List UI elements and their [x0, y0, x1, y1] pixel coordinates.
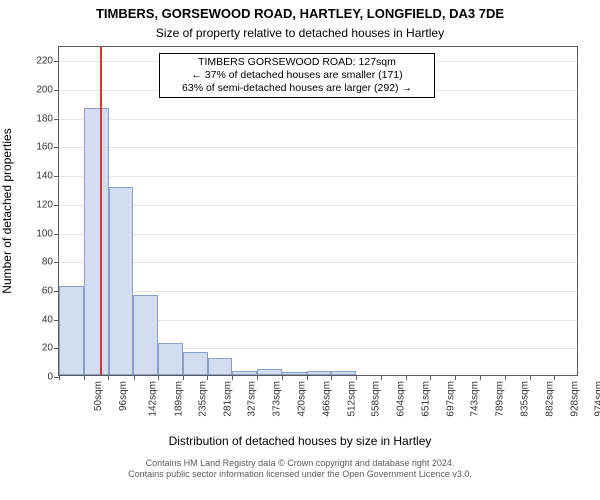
grid-line: [59, 234, 577, 235]
grid-line: [59, 291, 577, 292]
ytick-label: 200: [36, 85, 59, 96]
histogram-bar: [331, 371, 356, 375]
xtick-mark: [430, 375, 431, 380]
ytick-label: 140: [36, 171, 59, 182]
histogram-bar: [158, 343, 183, 375]
xtick-mark: [505, 375, 506, 380]
xtick-mark: [59, 375, 60, 380]
grid-line: [59, 205, 577, 206]
ytick-label: 80: [42, 257, 59, 268]
ytick-label: 60: [42, 285, 59, 296]
annotation-box: TIMBERS GORSEWOOD ROAD: 127sqm← 37% of d…: [159, 53, 435, 98]
xtick-mark: [381, 375, 382, 380]
xtick-mark: [554, 375, 555, 380]
histogram-bar: [84, 108, 109, 375]
xtick-label: 466sqm: [322, 381, 333, 417]
xtick-mark: [134, 375, 135, 380]
xtick-mark: [480, 375, 481, 380]
xtick-mark: [183, 375, 184, 380]
histogram-bar: [307, 371, 332, 375]
xtick-mark: [232, 375, 233, 380]
xtick-label: 697sqm: [445, 381, 456, 417]
annotation-line: 63% of semi-detached houses are larger (…: [164, 82, 430, 95]
xtick-mark: [530, 375, 531, 380]
ytick-label: 220: [36, 56, 59, 67]
xtick-mark: [158, 375, 159, 380]
histogram-bar: [109, 187, 134, 375]
xtick-label: 789sqm: [495, 381, 506, 417]
histogram-bar: [183, 352, 208, 375]
grid-line: [59, 176, 577, 177]
histogram-bar: [232, 371, 257, 375]
xtick-label: 558sqm: [371, 381, 382, 417]
xtick-mark: [207, 375, 208, 380]
xtick-label: 281sqm: [222, 381, 233, 417]
histogram-bar: [59, 286, 84, 375]
annotation-line: ← 37% of detached houses are smaller (17…: [164, 69, 430, 82]
xtick-mark: [455, 375, 456, 380]
xtick-mark: [356, 375, 357, 380]
xtick-label: 743sqm: [470, 381, 481, 417]
x-axis-label: Distribution of detached houses by size …: [0, 434, 600, 448]
xtick-label: 835sqm: [519, 381, 530, 417]
ytick-label: 20: [42, 343, 59, 354]
ytick-label: 180: [36, 113, 59, 124]
histogram-bar: [257, 369, 282, 375]
footer-line-1: Contains HM Land Registry data © Crown c…: [0, 458, 600, 469]
xtick-label: 651sqm: [421, 381, 432, 417]
plot-area: 02040608010012014016018020022050sqm96sqm…: [58, 46, 578, 376]
xtick-label: 235sqm: [198, 381, 209, 417]
chart-subtitle: Size of property relative to detached ho…: [0, 26, 600, 40]
xtick-label: 142sqm: [148, 381, 159, 417]
xtick-label: 604sqm: [396, 381, 407, 417]
y-axis-label: Number of detached properties: [0, 128, 14, 293]
xtick-mark: [108, 375, 109, 380]
grid-line: [59, 147, 577, 148]
xtick-label: 50sqm: [93, 381, 104, 411]
xtick-mark: [257, 375, 258, 380]
grid-line: [59, 119, 577, 120]
ytick-label: 100: [36, 228, 59, 239]
xtick-label: 373sqm: [272, 381, 283, 417]
xtick-mark: [406, 375, 407, 380]
xtick-mark: [331, 375, 332, 380]
ytick-label: 0: [47, 372, 59, 383]
grid-line: [59, 262, 577, 263]
property-size-chart: TIMBERS, GORSEWOOD ROAD, HARTLEY, LONGFI…: [0, 0, 600, 500]
xtick-label: 420sqm: [297, 381, 308, 417]
ytick-label: 160: [36, 142, 59, 153]
xtick-label: 327sqm: [247, 381, 258, 417]
footer-line-2: Contains public sector information licen…: [0, 469, 600, 480]
chart-footer: Contains HM Land Registry data © Crown c…: [0, 458, 600, 481]
ytick-label: 40: [42, 314, 59, 325]
histogram-bar: [208, 358, 233, 375]
subject-marker-line: [100, 47, 102, 375]
xtick-mark: [307, 375, 308, 380]
xtick-label: 928sqm: [569, 381, 580, 417]
annotation-line: TIMBERS GORSEWOOD ROAD: 127sqm: [164, 56, 430, 69]
xtick-mark: [282, 375, 283, 380]
xtick-label: 974sqm: [594, 381, 600, 417]
xtick-label: 882sqm: [545, 381, 556, 417]
histogram-bar: [282, 372, 307, 375]
xtick-label: 96sqm: [118, 381, 129, 411]
chart-title: TIMBERS, GORSEWOOD ROAD, HARTLEY, LONGFI…: [0, 6, 600, 21]
xtick-mark: [84, 375, 85, 380]
ytick-label: 120: [36, 199, 59, 210]
xtick-label: 512sqm: [346, 381, 357, 417]
histogram-bar: [133, 295, 158, 375]
xtick-label: 189sqm: [173, 381, 184, 417]
